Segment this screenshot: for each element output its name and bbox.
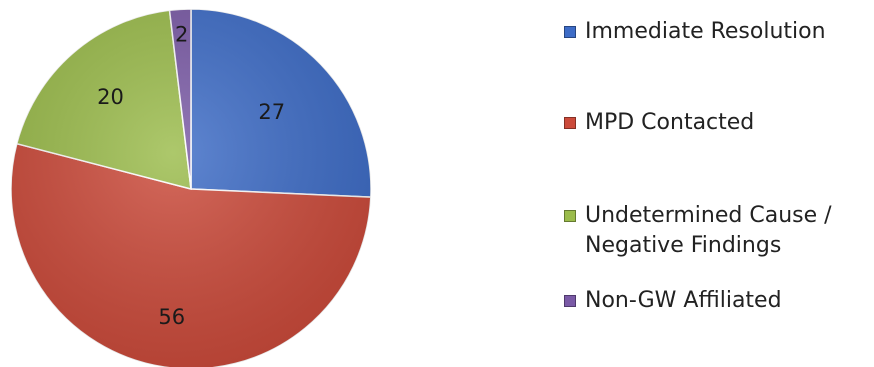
legend-label-non-gw-affiliated: Non-GW Affiliated (585, 288, 782, 313)
data-label-mpd-contacted: 56 (158, 305, 185, 329)
data-label-non-gw-affiliated: 2 (175, 23, 188, 47)
legend-swatch-undetermined-cause (564, 210, 576, 222)
data-label-undetermined-cause-negative-findings: 20 (97, 85, 124, 109)
legend-label-mpd-contacted: MPD Contacted (585, 110, 755, 135)
legend-swatch-immediate-resolution (564, 26, 576, 38)
legend-swatch-non-gw-affiliated (564, 295, 576, 307)
legend-label-undetermined-cause: Undetermined Cause / Negative Findings (585, 203, 832, 258)
legend-item-immediate-resolution: Immediate Resolution (564, 17, 826, 47)
legend-item-mpd-contacted: MPD Contacted (564, 108, 754, 138)
legend-label-immediate-resolution: Immediate Resolution (585, 19, 826, 44)
legend-item-non-gw-affiliated: Non-GW Affiliated (564, 286, 782, 316)
legend-item-undetermined-cause: Undetermined Cause / Negative Findings (564, 201, 832, 261)
data-label-immediate-resolution: 27 (258, 100, 285, 124)
legend-swatch-mpd-contacted (564, 117, 576, 129)
